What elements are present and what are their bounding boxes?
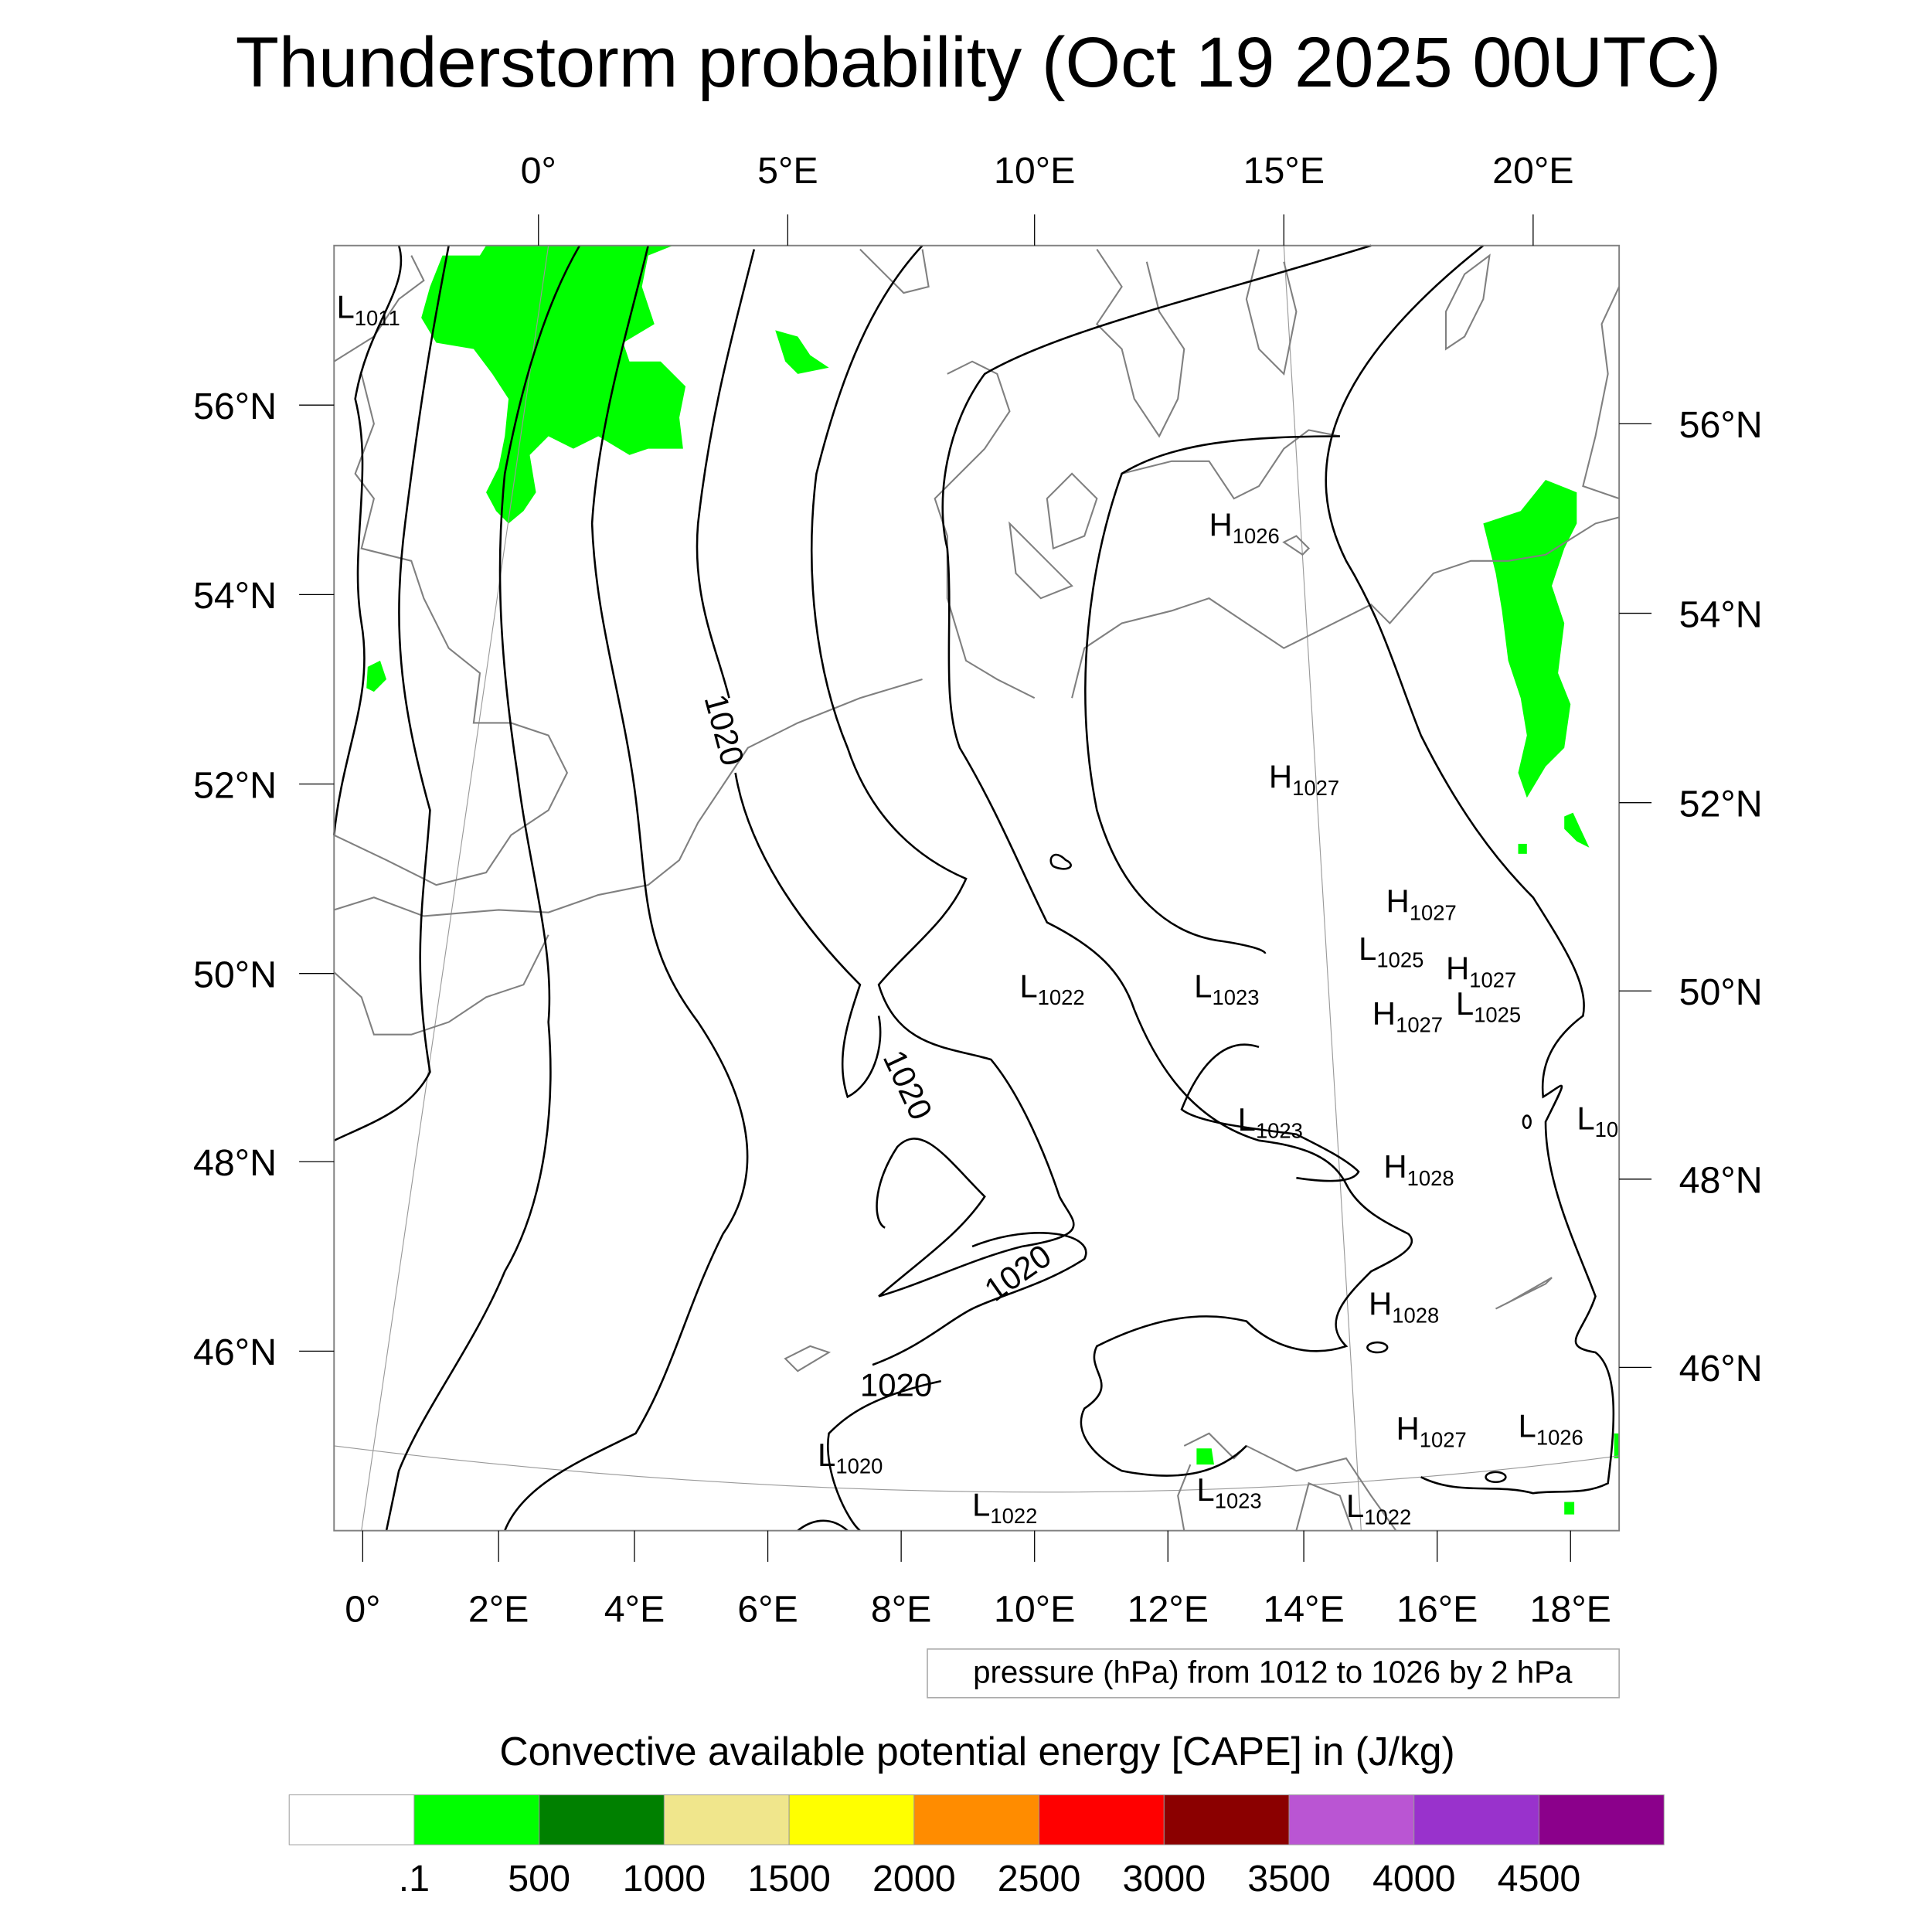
colorbar-swatch bbox=[1539, 1794, 1665, 1845]
colorbar-swatch bbox=[663, 1794, 790, 1845]
top-ticks bbox=[538, 214, 1534, 246]
plot-area bbox=[334, 245, 1620, 1531]
cape-area-baltic bbox=[1483, 479, 1577, 798]
colorbar-swatch bbox=[1163, 1794, 1290, 1845]
bottom-lon-label: 6°E bbox=[737, 1588, 798, 1630]
left-lat-label: 56°N bbox=[193, 386, 277, 427]
left-ticks bbox=[299, 404, 335, 1352]
colorbar-title: Convective available potential energy [C… bbox=[499, 1729, 1454, 1774]
top-lon-label: 10°E bbox=[994, 150, 1075, 192]
colorbar-swatch bbox=[1413, 1794, 1539, 1845]
left-lat-label: 48°N bbox=[193, 1142, 277, 1184]
bottom-lon-label: 14°E bbox=[1263, 1588, 1344, 1630]
pressure-center-label: L1022 bbox=[1019, 968, 1084, 1009]
bottom-lon-label: 10°E bbox=[994, 1588, 1075, 1630]
meridian-15e bbox=[1283, 245, 1362, 1531]
contour-label: 1020 bbox=[860, 1366, 932, 1403]
colorbar-label: 1500 bbox=[747, 1858, 831, 1900]
bottom-ticks bbox=[362, 1530, 1571, 1562]
pressure-center-label: H1027 bbox=[1386, 883, 1457, 925]
top-lon-label: 5°E bbox=[757, 150, 818, 192]
meridian-0 bbox=[361, 245, 549, 1531]
cape-area-small-5 bbox=[1564, 1502, 1575, 1515]
colorbar-label: 2500 bbox=[998, 1858, 1081, 1900]
top-lon-label: 20°E bbox=[1492, 150, 1573, 192]
colorbar-label: 3000 bbox=[1122, 1858, 1206, 1900]
colorbar-label: 500 bbox=[508, 1858, 570, 1900]
colorbar-swatch bbox=[1288, 1794, 1415, 1845]
cape-area-small-6 bbox=[1518, 843, 1527, 854]
colorbar-swatch bbox=[788, 1794, 915, 1845]
cape-area-small-3 bbox=[1564, 812, 1590, 848]
pressure-center-label: L1020 bbox=[818, 1437, 883, 1478]
pressure-centers: L1011 H1026 H1027 H1027 L1025 H1027 L102… bbox=[336, 288, 1618, 1529]
left-lat-label: 50°N bbox=[193, 954, 277, 995]
top-lon-label: 15°E bbox=[1243, 150, 1325, 192]
pressure-center-label: L1025 bbox=[1359, 930, 1423, 972]
isobars bbox=[332, 244, 1615, 1532]
right-lat-label: 52°N bbox=[1679, 783, 1763, 825]
coastlines bbox=[333, 248, 1621, 1532]
pressure-center-label: L1023 bbox=[1194, 968, 1259, 1009]
colorbar-label: 4000 bbox=[1372, 1858, 1456, 1900]
top-lon-label: 0° bbox=[521, 150, 556, 192]
colorbar-swatch bbox=[1039, 1794, 1165, 1845]
colorbar-label: 2000 bbox=[872, 1858, 956, 1900]
pressure-center-label: L1022 bbox=[1346, 1488, 1411, 1529]
bottom-lon-label: 16°E bbox=[1396, 1588, 1478, 1630]
cape-area-small-2 bbox=[1196, 1448, 1214, 1465]
parallel-45n bbox=[334, 1445, 1620, 1493]
bottom-lon-label: 4°E bbox=[604, 1588, 665, 1630]
pressure-center-label: H1027 bbox=[1269, 758, 1339, 800]
pressure-center-label: L1011 bbox=[336, 288, 400, 330]
cape-fill-areas bbox=[366, 245, 1620, 1515]
colorbar-swatch bbox=[539, 1794, 665, 1845]
pressure-center-label: L1025 bbox=[1456, 985, 1521, 1027]
pressure-center-label: L1026 bbox=[1519, 1408, 1583, 1450]
pressure-center-label: L1023 bbox=[1238, 1101, 1303, 1143]
pressure-center-label: H1028 bbox=[1369, 1286, 1439, 1328]
right-lat-label: 56°N bbox=[1679, 404, 1763, 446]
bottom-lon-label: 2°E bbox=[468, 1588, 529, 1630]
cape-area-small-4 bbox=[1614, 1433, 1620, 1459]
cape-area-north-sea bbox=[421, 245, 686, 524]
cape-area-north-sea-small bbox=[775, 330, 829, 374]
colorbar-label: 1000 bbox=[623, 1858, 706, 1900]
right-lat-label: 48°N bbox=[1679, 1160, 1763, 1202]
bottom-lon-label: 18°E bbox=[1530, 1588, 1611, 1630]
right-lat-label: 50°N bbox=[1679, 971, 1763, 1013]
colorbar-labels: .1 500 1000 1500 2000 2500 3000 3500 400… bbox=[399, 1858, 1581, 1900]
colorbar bbox=[288, 1794, 1665, 1845]
right-ticks bbox=[1619, 423, 1652, 1368]
pressure-center-label: H1026 bbox=[1209, 507, 1280, 549]
colorbar-label: 3500 bbox=[1247, 1858, 1331, 1900]
colorbar-swatch bbox=[913, 1794, 1040, 1845]
right-lat-label: 46°N bbox=[1679, 1348, 1763, 1389]
pressure-center-label: H1027 bbox=[1446, 951, 1516, 992]
pressure-center-label: L10 bbox=[1577, 1100, 1618, 1141]
colorbar-swatch bbox=[288, 1794, 415, 1845]
plot-frame bbox=[333, 244, 1621, 1532]
left-lat-label: 54°N bbox=[193, 575, 277, 617]
colorbar-label: 4500 bbox=[1498, 1858, 1581, 1900]
left-lat-label: 52°N bbox=[193, 764, 277, 806]
left-lat-label: 46°N bbox=[193, 1332, 277, 1373]
pressure-center-label: L1022 bbox=[972, 1486, 1037, 1528]
right-lat-label: 54°N bbox=[1679, 594, 1763, 635]
pressure-center-label: L1023 bbox=[1196, 1471, 1261, 1513]
pressure-center-label: H1027 bbox=[1396, 1410, 1466, 1452]
cape-area-small-1 bbox=[366, 660, 386, 692]
pressure-note-box bbox=[927, 1648, 1620, 1699]
colorbar-label: .1 bbox=[399, 1858, 430, 1900]
colorbar-swatch bbox=[413, 1794, 540, 1845]
pressure-center-label: H1028 bbox=[1383, 1148, 1454, 1190]
pressure-center-label: H1027 bbox=[1372, 995, 1443, 1037]
bottom-lon-label: 0° bbox=[345, 1588, 380, 1630]
bottom-lon-label: 12°E bbox=[1128, 1588, 1209, 1630]
pressure-note: pressure (hPa) from 1012 to 1026 by 2 hP… bbox=[973, 1654, 1573, 1689]
bottom-lon-label: 8°E bbox=[871, 1588, 932, 1630]
figure-title: Thunderstorm probability (Oct 19 2025 00… bbox=[236, 23, 1722, 102]
